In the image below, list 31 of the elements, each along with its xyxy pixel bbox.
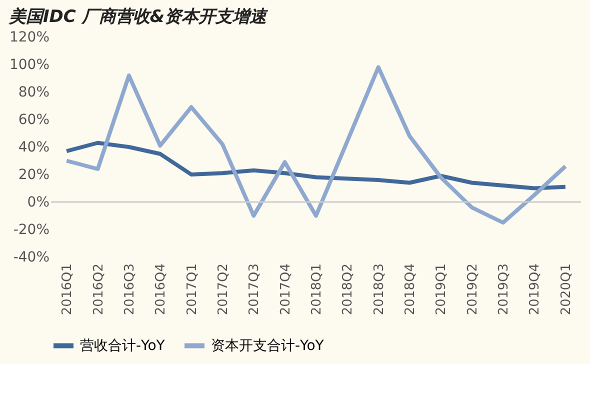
y-tick-label: 100%: [9, 57, 50, 73]
x-tick-label: 2018Q1: [310, 264, 324, 316]
x-tick-label: 2019Q2: [465, 264, 480, 316]
x-tick-label: 2017Q2: [216, 264, 231, 316]
y-tick-label: 120%: [9, 30, 50, 46]
y-tick-label: 20%: [18, 167, 50, 183]
y-tick-label: 40%: [18, 140, 50, 156]
y-tick-label: -40%: [13, 250, 50, 266]
x-tick-label: 2018Q3: [372, 264, 387, 316]
legend-label: 营收合计-YoY: [80, 338, 166, 354]
x-tick-label: 2016Q4: [154, 264, 169, 316]
x-tick-label: 2017Q4: [278, 264, 294, 316]
x-tick-label: 2016Q2: [91, 264, 106, 316]
line-series: [64, 65, 568, 225]
legend-label: 资本开支合计-YoY: [211, 338, 324, 354]
x-tick-label: 2017Q3: [247, 264, 262, 316]
x-tick-label: 2016Q1: [60, 264, 76, 316]
x-tick-label: 2019Q3: [496, 264, 512, 316]
line-series: [64, 140, 568, 190]
x-tick-label: 2019Q1: [434, 264, 450, 316]
y-tick-label: -20%: [13, 222, 50, 238]
y-tick-label: 60%: [18, 112, 50, 128]
x-tick-label: 2020Q1: [558, 264, 574, 316]
y-tick-label: 80%: [18, 84, 50, 100]
x-tick-label: 2017Q1: [184, 264, 200, 316]
x-tick-label: 2016Q3: [122, 264, 138, 316]
x-tick-label: 2018Q4: [403, 264, 418, 316]
y-tick-label: 0%: [27, 194, 50, 210]
x-tick-label: 2019Q4: [528, 264, 543, 316]
x-tick-label: 2018Q2: [340, 264, 356, 316]
chart-title: 美国IDC 厂商营收&资本开支增速: [8, 6, 269, 27]
